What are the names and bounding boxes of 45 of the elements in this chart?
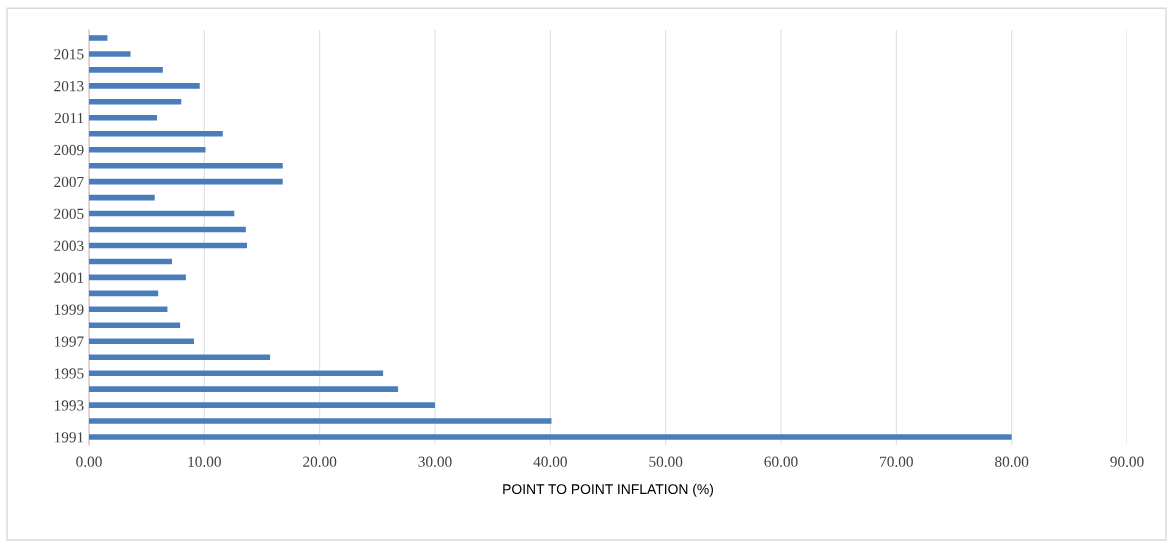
bar — [89, 67, 163, 73]
x-tick-label: 20.00 — [303, 456, 337, 467]
bar — [89, 99, 182, 105]
x-tick-label: 0.00 — [76, 456, 102, 467]
bar — [89, 194, 155, 201]
bar — [89, 274, 186, 281]
bar — [89, 51, 131, 57]
y-tick-label: 2013 — [54, 81, 84, 92]
x-tick-label: 60.00 — [764, 456, 798, 467]
y-tick-label: 1995 — [54, 368, 84, 379]
y-tick-label: 2011 — [54, 112, 84, 124]
bar — [89, 83, 200, 89]
y-tick-label: 1999 — [54, 304, 84, 315]
x-tick-label: 80.00 — [995, 456, 1029, 467]
bar — [89, 354, 271, 360]
y-tick-label: 2001 — [54, 272, 84, 283]
x-tick-label: 40.00 — [533, 456, 567, 467]
bar — [89, 35, 108, 41]
x-tick-label: 10.00 — [188, 456, 221, 467]
bar — [89, 434, 1012, 440]
y-tick-label: 1991 — [54, 432, 84, 443]
x-tick-label: 30.00 — [418, 456, 452, 467]
y-tick-label: 2009 — [54, 144, 84, 156]
y-tick-label: 2007 — [54, 176, 84, 188]
y-tick-label: 1997 — [54, 336, 84, 347]
bar — [89, 338, 194, 345]
x-axis-title: POINT TO POINT INFLATION (%) — [503, 483, 714, 497]
bar — [89, 418, 552, 424]
bar — [89, 322, 181, 329]
bar — [89, 178, 283, 185]
bar — [89, 226, 246, 233]
bar — [89, 146, 206, 153]
bar — [89, 370, 384, 376]
y-tick-label: 1993 — [54, 400, 84, 411]
y-tick-label: 2005 — [54, 208, 84, 220]
x-tick-label: 50.00 — [649, 456, 683, 467]
y-tick-label: 2015 — [54, 49, 84, 60]
x-tick-label: 90.00 — [1110, 456, 1144, 467]
bar — [89, 130, 223, 137]
bar — [89, 402, 435, 408]
x-tick-label: 70.00 — [880, 456, 913, 467]
bar — [89, 386, 399, 392]
y-tick-label: 2003 — [54, 240, 84, 251]
bar — [89, 115, 158, 121]
bar — [89, 162, 283, 169]
